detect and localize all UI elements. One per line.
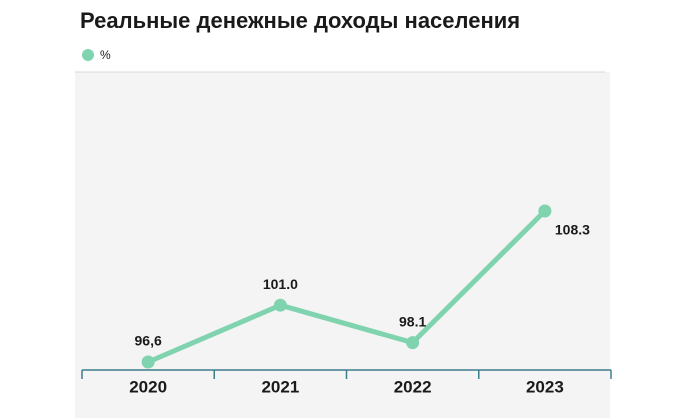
legend-marker	[82, 49, 94, 61]
data-label: 96,6	[135, 333, 162, 349]
data-label: 108.3	[555, 222, 590, 238]
x-tick-label: 2023	[526, 377, 564, 396]
point	[538, 204, 552, 218]
legend-label: %	[100, 48, 111, 62]
line	[147, 209, 547, 365]
point	[406, 336, 420, 350]
x-tick-label: 2021	[261, 377, 299, 396]
x-tick-label: 2020	[129, 377, 167, 396]
point	[141, 355, 155, 369]
chart-title: Реальные денежные доходы населения	[80, 8, 520, 33]
point	[273, 298, 287, 312]
x-tick-label: 2022	[394, 377, 432, 396]
plot-background	[75, 72, 610, 418]
data-label: 101.0	[263, 276, 298, 292]
data-label: 98.1	[399, 313, 426, 329]
